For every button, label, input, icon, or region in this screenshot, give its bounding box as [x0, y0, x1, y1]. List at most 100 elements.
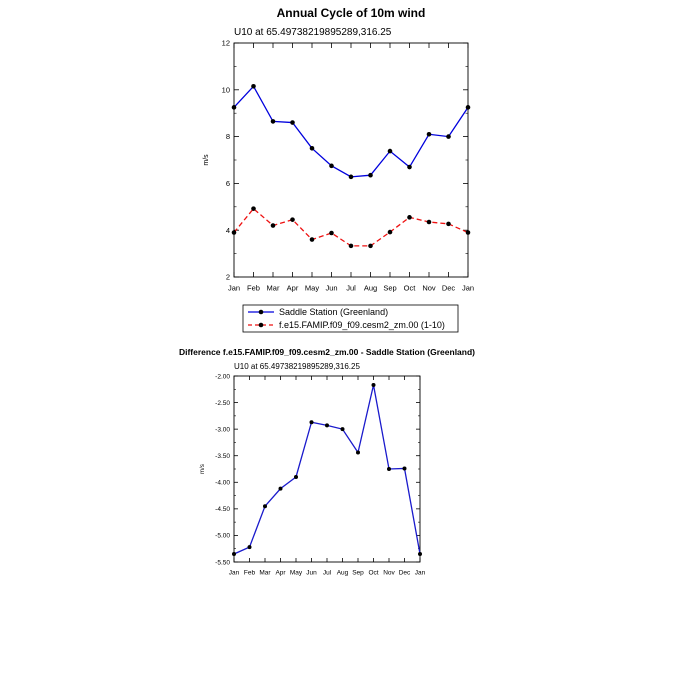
series-0-point: [387, 467, 391, 471]
x-tick-label: Jul: [346, 284, 356, 293]
series-0-point: [348, 174, 354, 180]
x-tick-label: Jun: [325, 284, 337, 293]
series-0-point: [309, 420, 314, 425]
x-tick-label: Jan: [228, 284, 240, 293]
series-0-point: [407, 164, 412, 170]
series-0-point: [251, 83, 256, 89]
series-0-point: [356, 450, 360, 455]
series-0-point: [325, 423, 329, 428]
difference-chart: Difference f.e15.FAMIP.f09_f09.cesm2_zm.…: [179, 347, 475, 577]
y-tick-label: -4.50: [215, 506, 230, 513]
y-tick-label: 10: [222, 85, 230, 94]
chart1-legend: Saddle Station (Greenland) f.e15.FAMIP.f…: [242, 304, 459, 333]
x-tick-label: Dec: [442, 284, 456, 293]
chart1-axes: Jan Feb Mar Apr May Jun Jul Aug Sep Oct Nov Dec Jan 2…: [222, 39, 474, 293]
x-tick-label: Jun: [306, 570, 317, 577]
chart1-title: Annual Cycle of 10m wind: [277, 6, 426, 20]
series-1-point: [329, 230, 334, 236]
series-0-point: [309, 146, 315, 151]
y-tick-label: -5.50: [215, 559, 230, 566]
series-line-0: [233, 384, 421, 555]
series-0-point: [402, 466, 407, 471]
series-line-1: [233, 207, 469, 247]
y-tick-label: -5.00: [215, 533, 230, 540]
chart2-series: [232, 383, 422, 557]
series-1-point: [465, 230, 471, 235]
x-tick-label: Feb: [244, 570, 256, 577]
x-tick-label: Mar: [259, 570, 271, 577]
series-0-point: [231, 105, 237, 110]
x-tick-label: Jan: [229, 570, 240, 577]
series-1-point: [231, 230, 237, 235]
series-0-point: [368, 172, 373, 178]
x-tick-label: Dec: [399, 570, 411, 577]
series-0-point: [247, 545, 252, 550]
series-0-point: [294, 474, 298, 479]
series-1-point: [387, 229, 393, 235]
legend-marker-1: [258, 322, 264, 328]
series-1-point: [309, 237, 315, 242]
y-tick-label: -3.50: [215, 453, 230, 460]
series-0-point: [329, 163, 334, 169]
y-tick-label: -4.00: [215, 480, 230, 487]
series-0-point: [426, 131, 432, 137]
x-tick-label: Aug: [337, 570, 349, 577]
series-0-point: [263, 504, 267, 509]
series-1-point: [426, 219, 432, 225]
x-tick-label: Jan: [415, 570, 426, 577]
y-tick-label: -2.00: [215, 373, 230, 380]
x-tick-label: Aug: [364, 284, 377, 293]
annual-cycle-chart: Annual Cycle of 10m wind U10 at 65.49738…: [203, 6, 474, 333]
series-1-point: [446, 221, 451, 227]
legend-marker-0: [258, 309, 264, 315]
y-tick-label: 12: [222, 39, 230, 48]
x-tick-label: May: [290, 570, 303, 577]
series-0-point: [340, 427, 345, 432]
x-tick-label: Oct: [404, 284, 417, 293]
chart2-ylabel: m/s: [200, 464, 206, 474]
x-tick-label: Feb: [247, 284, 260, 293]
x-tick-label: Sep: [352, 570, 364, 577]
series-0-point: [418, 552, 422, 557]
chart2-axes: Jan Feb Mar Apr May Jun Jul Aug Sep Oct Nov Dec Jan -…: [215, 373, 425, 576]
series-0-point: [446, 134, 451, 139]
x-tick-label: Sep: [383, 284, 396, 293]
y-tick-label: 2: [226, 273, 230, 282]
x-tick-label: Apr: [287, 284, 299, 293]
series-line-0: [233, 85, 469, 178]
series-0-point: [290, 120, 295, 125]
series-0-point: [278, 486, 283, 491]
chart1-subtitle: U10 at 65.49738219895289,316.25: [234, 27, 392, 38]
legend-label-1: f.e15.FAMIP.f09_f09.cesm2_zm.00 (1-10): [279, 320, 445, 330]
chart1-series: [231, 83, 471, 249]
chart2-subtitle: U10 at 65.49738219895289,316.25: [234, 362, 360, 371]
series-0-point: [371, 383, 376, 388]
plot-frame: [233, 42, 469, 278]
x-tick-label: Mar: [267, 284, 280, 293]
x-tick-label: Oct: [368, 570, 378, 577]
legend-box: [242, 304, 459, 333]
series-1-point: [270, 223, 276, 228]
y-tick-label: 6: [226, 179, 230, 188]
y-tick-label: -3.00: [215, 426, 230, 433]
y-tick-label: 4: [226, 226, 230, 235]
series-1-point: [407, 215, 412, 220]
y-tick-label: 8: [226, 132, 230, 141]
series-0-point: [270, 119, 276, 124]
chart1-ylabel: m/s: [203, 154, 210, 166]
x-tick-label: Nov: [422, 284, 436, 293]
x-tick-label: May: [305, 284, 319, 293]
legend-label-0: Saddle Station (Greenland): [279, 307, 388, 317]
series-1-point: [290, 217, 295, 222]
series-0-point: [232, 552, 236, 557]
series-0-point: [387, 148, 393, 154]
x-tick-label: Apr: [275, 570, 286, 577]
series-0-point: [465, 105, 471, 110]
x-tick-label: Nov: [383, 570, 395, 577]
x-tick-label: Jan: [462, 284, 474, 293]
series-1-point: [251, 206, 256, 211]
chart2-title: Difference f.e15.FAMIP.f09_f09.cesm2_zm.…: [179, 347, 475, 357]
series-1-point: [368, 243, 373, 249]
x-tick-label: Jul: [323, 570, 332, 577]
